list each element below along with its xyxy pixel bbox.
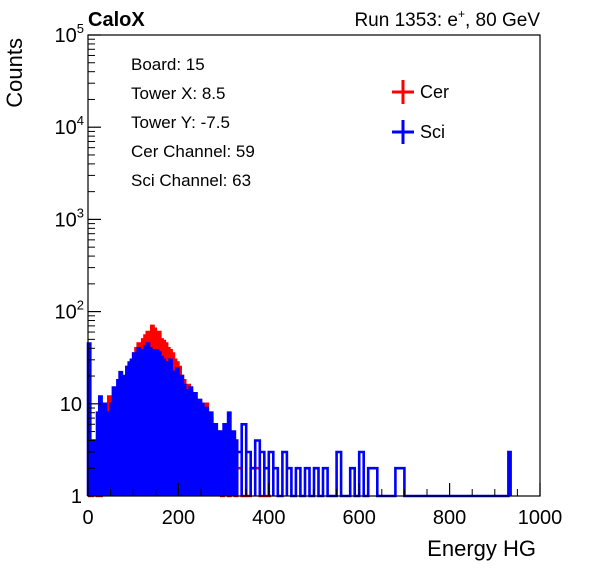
x-tick-label: 800: [433, 507, 466, 529]
legend: Cer Sci: [392, 80, 449, 144]
y-tick-label: 104: [55, 113, 84, 139]
info-tower-y: Tower Y: -7.5: [131, 113, 230, 132]
info-sci-channel: Sci Channel: 63: [131, 171, 251, 190]
y-axis-label: Counts: [2, 38, 27, 108]
chart-right-title: Run 1353: e+, 80 GeV: [354, 7, 540, 31]
x-tick-label: 600: [343, 507, 376, 529]
y-tick-label: 105: [55, 21, 84, 47]
y-tick-label: 103: [55, 205, 84, 231]
x-tick-label: 200: [162, 507, 195, 529]
y-tick-label: 102: [55, 298, 84, 324]
info-tower-x: Tower X: 8.5: [131, 84, 226, 103]
y-tick-label: 1: [71, 486, 82, 508]
info-board: Board: 15: [131, 55, 205, 74]
legend-marker-cer: [392, 80, 414, 104]
info-box-background: [120, 48, 358, 198]
legend-marker-sci: [392, 120, 414, 144]
x-tick-label: 400: [252, 507, 285, 529]
info-box: Board: 15 Tower X: 8.5 Tower Y: -7.5 Cer…: [120, 48, 358, 198]
chart-left-title: CaloX: [88, 9, 145, 31]
x-tick-label: 1000: [518, 507, 563, 529]
x-axis-label: Energy HG: [427, 536, 536, 561]
series-sci-line: [86, 342, 512, 498]
axes-layer: 0 200 400 600 800 1000 1 10 102 103 104 105: [55, 21, 563, 529]
legend-label-cer: Cer: [420, 82, 449, 102]
y-tick-label: 10: [60, 394, 82, 416]
legend-label-sci: Sci: [420, 122, 445, 142]
x-tick-label: 0: [82, 507, 93, 529]
info-cer-channel: Cer Channel: 59: [131, 142, 255, 161]
